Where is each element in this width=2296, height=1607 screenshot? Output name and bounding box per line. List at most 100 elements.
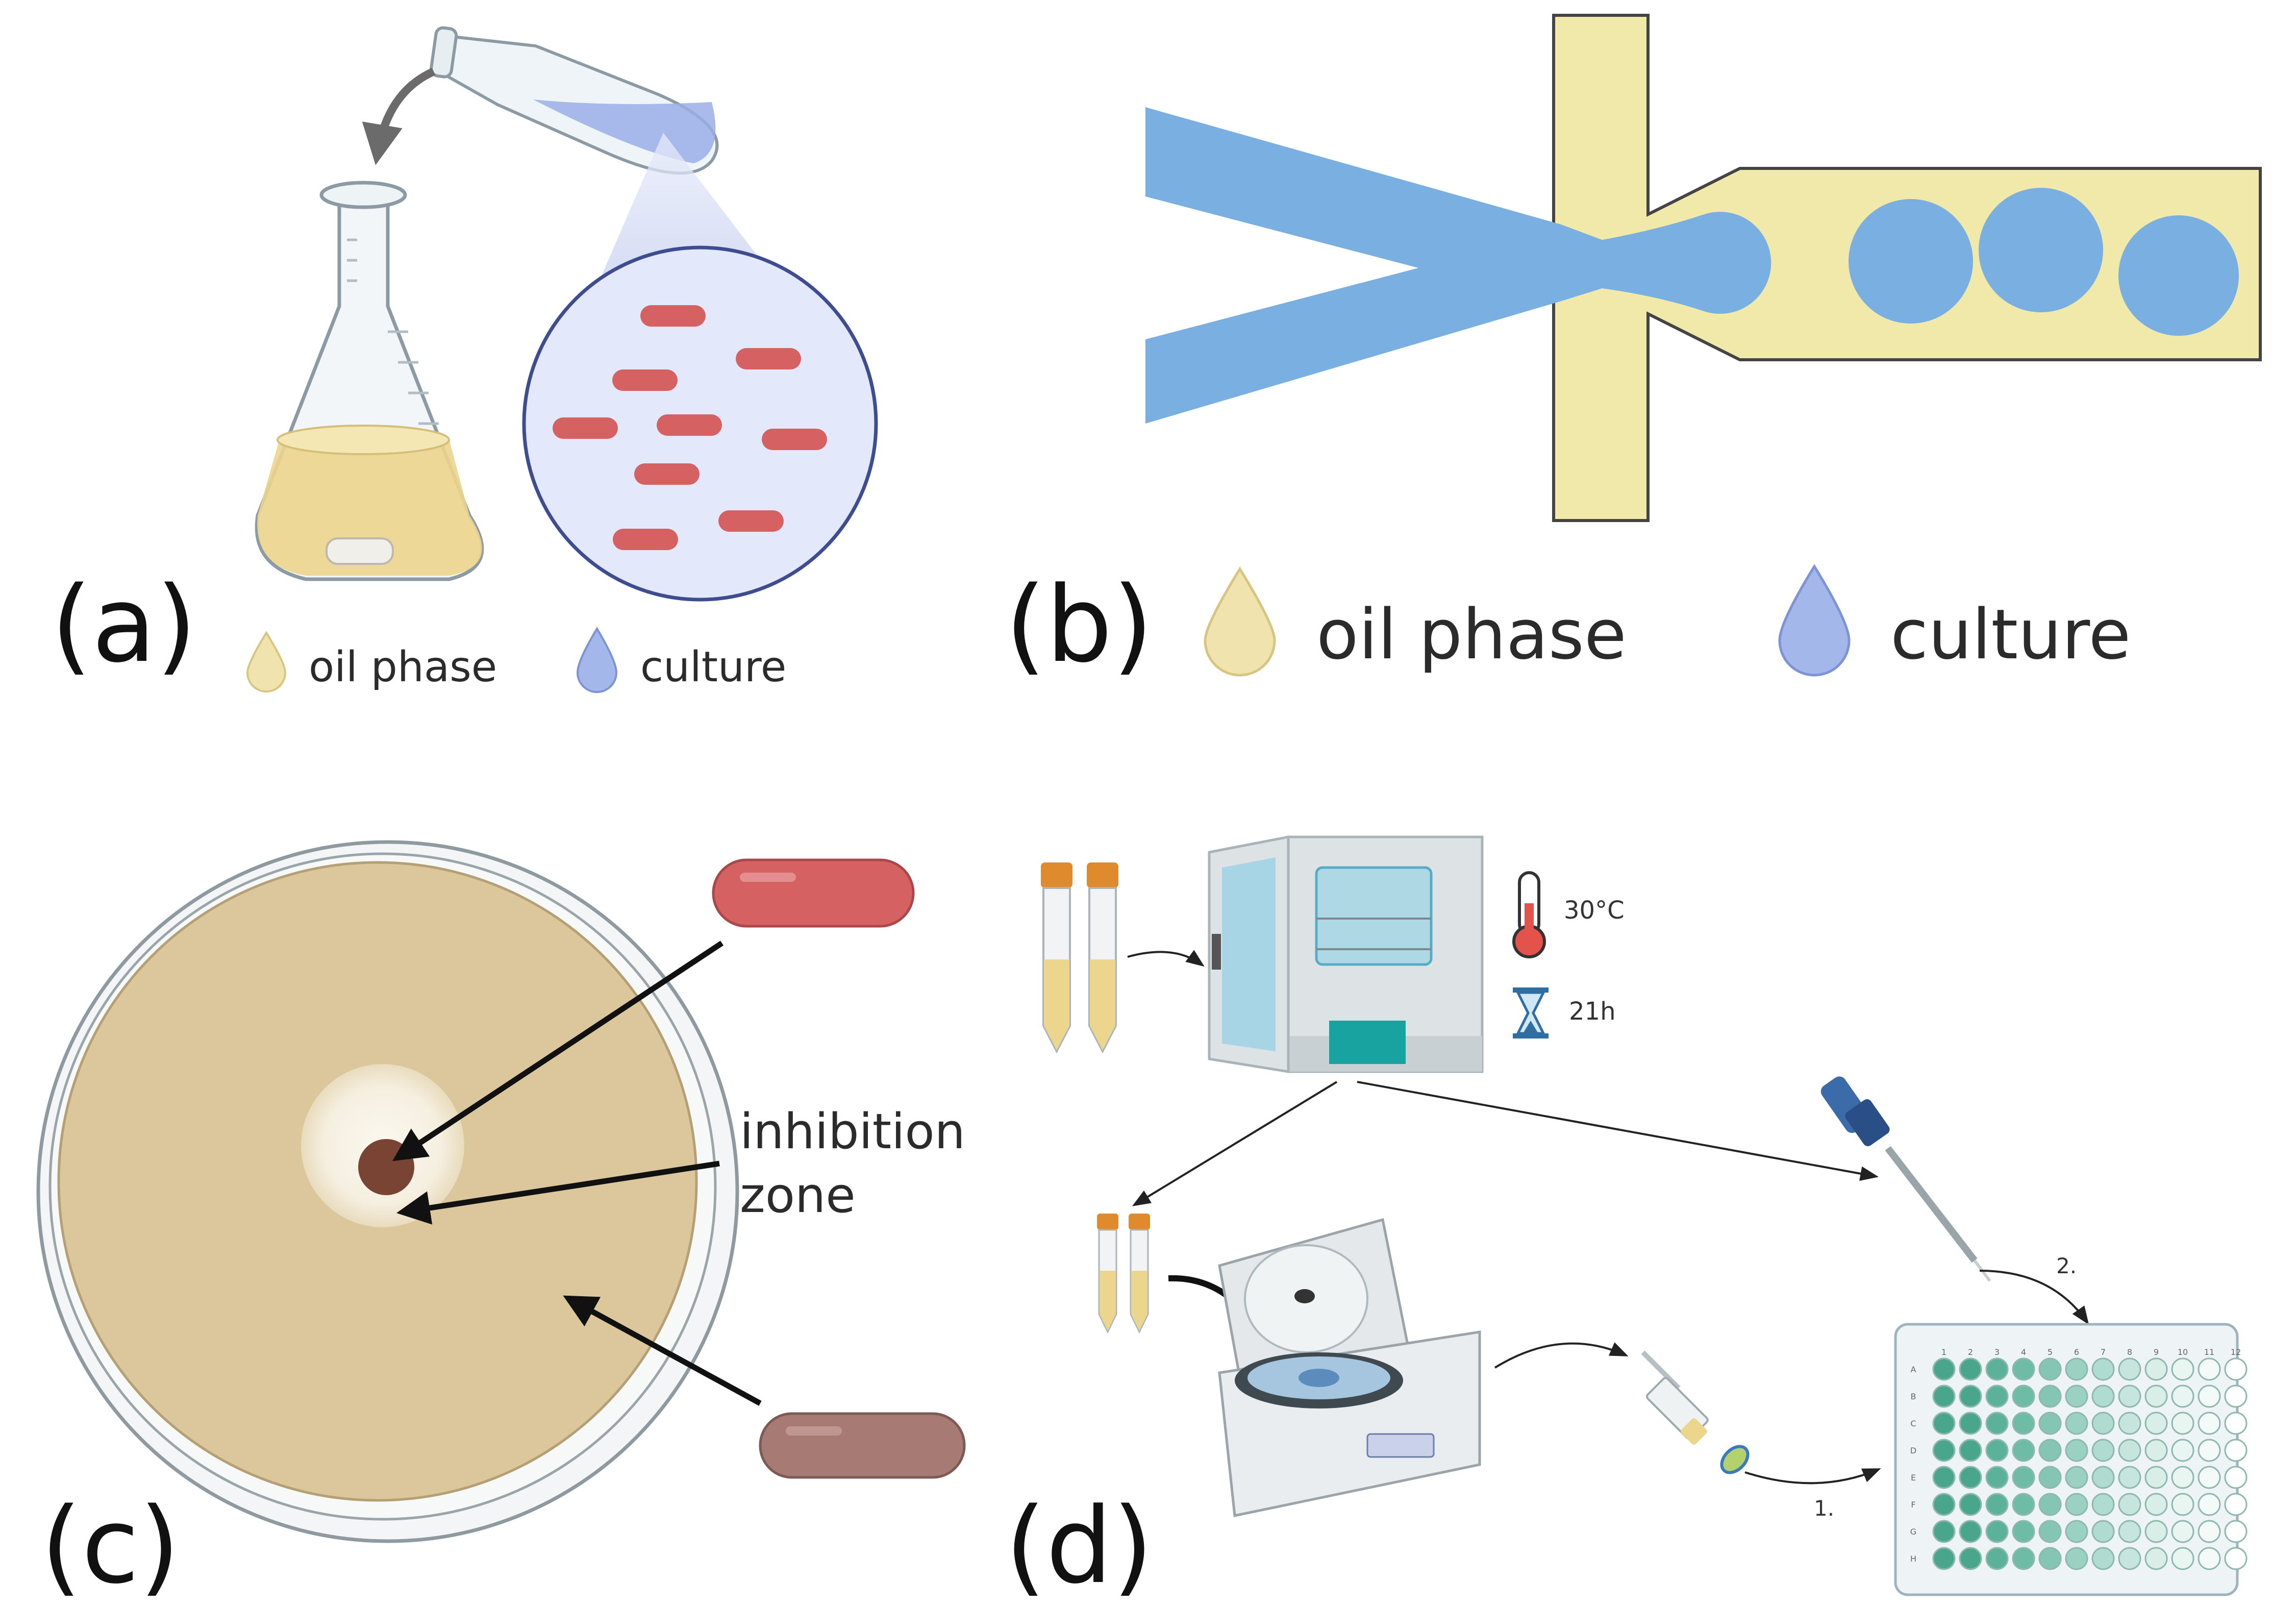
- plate-well: [1932, 1520, 1956, 1543]
- inhibition-zone-label-line2: zone: [740, 1168, 856, 1224]
- plate-row-label: F: [1911, 1500, 1915, 1510]
- incubator: [1208, 835, 1484, 1073]
- plate-well: [2091, 1520, 2115, 1543]
- plate-well: [1932, 1547, 1956, 1570]
- plate-column-label: 5: [2048, 1347, 2053, 1357]
- plate-well: [2038, 1547, 2062, 1570]
- plate-well: [1959, 1493, 1982, 1516]
- plate-well: [2091, 1493, 2115, 1516]
- plate-well: [1985, 1412, 2009, 1435]
- plate-well: [1932, 1412, 1956, 1435]
- plate-well: [2224, 1520, 2248, 1543]
- plate-well: [2198, 1466, 2221, 1489]
- plate-well: [2012, 1357, 2035, 1381]
- plate-well: [2012, 1439, 2035, 1462]
- plate-well: [2144, 1439, 2168, 1462]
- plate-well: [2171, 1520, 2194, 1543]
- plate-well: [2065, 1385, 2088, 1408]
- plate-well: [2224, 1439, 2248, 1462]
- to-centrifuge-arrow: [1132, 1081, 1338, 1206]
- bacteria-group: [553, 305, 827, 550]
- to-syringe-arrow: [1494, 1342, 1629, 1369]
- falcon-tubes-small: [1097, 1214, 1150, 1334]
- plate-row-label: E: [1911, 1473, 1916, 1482]
- plate-well: [2171, 1439, 2194, 1462]
- plate-well: [2118, 1385, 2141, 1408]
- to-pipette-arrow: [1357, 1081, 1879, 1181]
- plate-well: [2198, 1520, 2221, 1543]
- plate-well: [2012, 1547, 2035, 1570]
- plate-well: [2065, 1466, 2088, 1489]
- panel-d-label: (d): [1005, 1486, 1153, 1607]
- plate-well: [2171, 1493, 2194, 1516]
- plate-well: [1932, 1439, 1956, 1462]
- plate-well: [2091, 1357, 2115, 1381]
- plate-well: [2144, 1412, 2168, 1435]
- pipette-icon: [1820, 1076, 1991, 1282]
- plate-well: [2171, 1466, 2194, 1489]
- droplet: [1979, 188, 2103, 312]
- culture-inlet: [1145, 107, 1771, 424]
- plate-well: [2012, 1466, 2035, 1489]
- plate-well: [2065, 1357, 2088, 1381]
- plate-column-label: 9: [2154, 1347, 2159, 1357]
- plate-well: [2118, 1466, 2141, 1489]
- plate-well: [2224, 1547, 2248, 1570]
- panel-c-label: (c): [41, 1486, 180, 1607]
- plate-well: [1985, 1466, 2009, 1489]
- plate-row-label: G: [1910, 1527, 1916, 1537]
- plate-well: [1959, 1520, 1982, 1543]
- duration-label: 21h: [1569, 997, 1616, 1026]
- plate-well: [2038, 1412, 2062, 1435]
- plate-well: [2038, 1439, 2062, 1462]
- plate-well: [2144, 1466, 2168, 1489]
- oil-phase-legend-label: oil phase: [309, 643, 497, 691]
- arrow-to-agar: [563, 1295, 762, 1406]
- plate-well: [1985, 1357, 2009, 1381]
- plate-well: [2198, 1493, 2221, 1516]
- plate-well: [2012, 1520, 2035, 1543]
- oil-drop-icon: [246, 631, 287, 693]
- plate-well: [2198, 1547, 2221, 1570]
- syringe-filter-icon: [1641, 1350, 1750, 1474]
- plate-well: [2065, 1547, 2088, 1570]
- panel-a-label: (a): [51, 564, 197, 686]
- plate-well: [2224, 1493, 2248, 1516]
- plate-well: [2171, 1412, 2194, 1435]
- panel-b: (b) oil phase culture: [1005, 14, 2262, 686]
- plate-row-label: D: [1910, 1446, 1916, 1455]
- plate-well: [2091, 1466, 2115, 1489]
- plate-column-label: 7: [2101, 1347, 2106, 1357]
- plate-well: [2198, 1385, 2221, 1408]
- plate-well: [2144, 1520, 2168, 1543]
- plate-row-label: H: [1910, 1554, 1916, 1564]
- plate-well: [1985, 1520, 2009, 1543]
- plate-well: [2038, 1385, 2062, 1408]
- temperature-label: 30°C: [1564, 896, 1625, 925]
- step-2-label: 2.: [2056, 1253, 2077, 1278]
- plate-column-label: 11: [2204, 1347, 2214, 1357]
- plate-well: [2038, 1357, 2062, 1381]
- plate-row-label: B: [1911, 1392, 1916, 1401]
- plate-column-label: 2: [1968, 1347, 1973, 1357]
- arrow-to-zone: [396, 1160, 720, 1225]
- plate-well: [1959, 1439, 1982, 1462]
- plate-well: [2224, 1466, 2248, 1489]
- plate-well: [1959, 1412, 1982, 1435]
- plate-well: [2038, 1493, 2062, 1516]
- panel-a: (a) oil phase culture: [51, 26, 878, 693]
- plate-well: [1932, 1357, 1956, 1381]
- plate-well: [2065, 1439, 2088, 1462]
- plate-well: [1959, 1466, 1982, 1489]
- to-plate-arrow-2: [1979, 1270, 2089, 1325]
- plate-well: [2171, 1357, 2194, 1381]
- plate-well: [2198, 1439, 2221, 1462]
- plate-well: [2224, 1385, 2248, 1408]
- plate-row-label: C: [1910, 1419, 1916, 1428]
- plate-well: [2171, 1385, 2194, 1408]
- culture-legend-label: culture: [1890, 595, 2131, 675]
- hourglass-icon: [1513, 987, 1549, 1039]
- plate-well: [2091, 1547, 2115, 1570]
- oil-drop-icon: [1204, 566, 1276, 677]
- plate-well: [2118, 1547, 2141, 1570]
